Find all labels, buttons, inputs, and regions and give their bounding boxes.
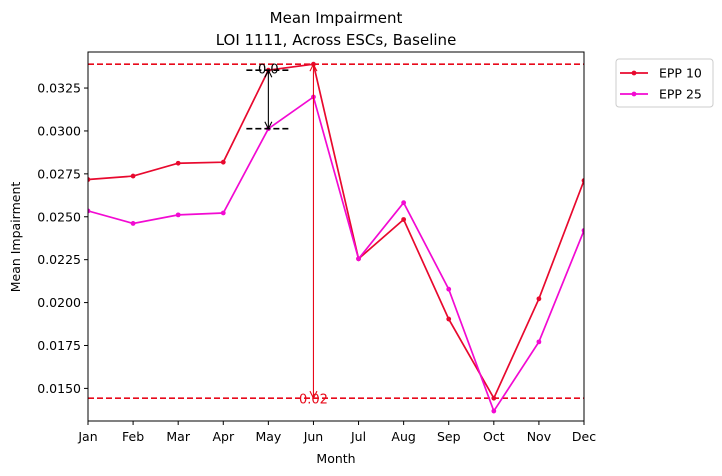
data-point [220, 159, 226, 165]
data-point [130, 221, 136, 226]
legend-swatch-marker [631, 91, 637, 97]
y-tick-label: 0.0200 [37, 295, 81, 310]
data-point [88, 208, 91, 214]
legend: EPP 10 EPP 25 [615, 58, 714, 108]
x-tick-label: Jul [350, 429, 366, 444]
legend-label: EPP 25 [659, 87, 702, 102]
data-point [536, 296, 542, 302]
data-point [175, 160, 181, 166]
legend-label: EPP 10 [659, 66, 702, 81]
data-point [175, 212, 181, 218]
plot-frame [87, 51, 585, 422]
y-tick-label: 0.0150 [37, 381, 81, 396]
series-1 [88, 61, 584, 401]
data-point [491, 395, 497, 401]
annotation-arrow-head-bottom [264, 121, 273, 130]
chart-subtitle: LOI 1111, Across ESCs, Baseline [216, 31, 457, 49]
y-tick-label: 0.0275 [37, 166, 81, 181]
x-tick-label: Mar [166, 429, 190, 444]
annotation-arrow-head-top [264, 68, 273, 78]
x-tick-label: Sep [437, 429, 461, 444]
y-tick-label: 0.0325 [37, 81, 81, 96]
data-point [220, 210, 226, 216]
data-point [401, 200, 407, 206]
chart-title: Mean Impairment [270, 9, 403, 27]
data-point [88, 177, 91, 182]
x-axis: Jan Feb Mar Apr May Jun Jul Aug Sep Oct Nov Dec [77, 421, 596, 444]
series-line-2 [88, 95, 584, 413]
annotation-arrow-head-top [309, 62, 318, 72]
y-tick-label: 0.0225 [37, 252, 81, 267]
annotation-label: 0.0 [258, 63, 279, 78]
x-tick-label: Oct [483, 429, 505, 444]
y-tick-label: 0.0175 [37, 338, 81, 353]
annotation-label: 0.02 [299, 393, 328, 408]
x-tick-label: Apr [212, 429, 234, 444]
legend-swatch-marker [631, 70, 637, 76]
plot-area: 0.0 0.02 [88, 61, 584, 414]
x-tick-label: Feb [122, 429, 144, 444]
x-tick-label: Nov [527, 429, 552, 444]
data-point [446, 286, 452, 292]
series-line-1 [88, 63, 584, 401]
legend-box [615, 58, 714, 108]
x-tick-label: Jan [77, 429, 97, 444]
x-axis-label: Month [316, 451, 355, 466]
data-point [356, 256, 361, 262]
y-tick-label: 0.0300 [37, 123, 81, 138]
data-point [536, 339, 542, 345]
y-axis: 0.0150 0.0175 0.0200 0.0225 0.0250 0.0275 0.03… [37, 81, 88, 396]
annotation-arrow-head-bottom [309, 390, 318, 400]
series-2 [88, 94, 584, 414]
x-tick-label: Jun [303, 429, 324, 444]
data-point [446, 316, 452, 322]
x-tick-label: May [255, 429, 281, 444]
y-axis-label: Mean Impairment [8, 182, 23, 293]
data-point [581, 178, 584, 183]
data-point [401, 217, 407, 222]
data-point [130, 173, 136, 179]
x-tick-label: Aug [391, 429, 415, 444]
data-point [581, 228, 584, 233]
x-tick-label: Dec [572, 429, 596, 444]
y-tick-label: 0.0250 [37, 209, 81, 224]
data-point [491, 408, 497, 414]
annotations: 0.0 0.02 [246, 63, 328, 408]
